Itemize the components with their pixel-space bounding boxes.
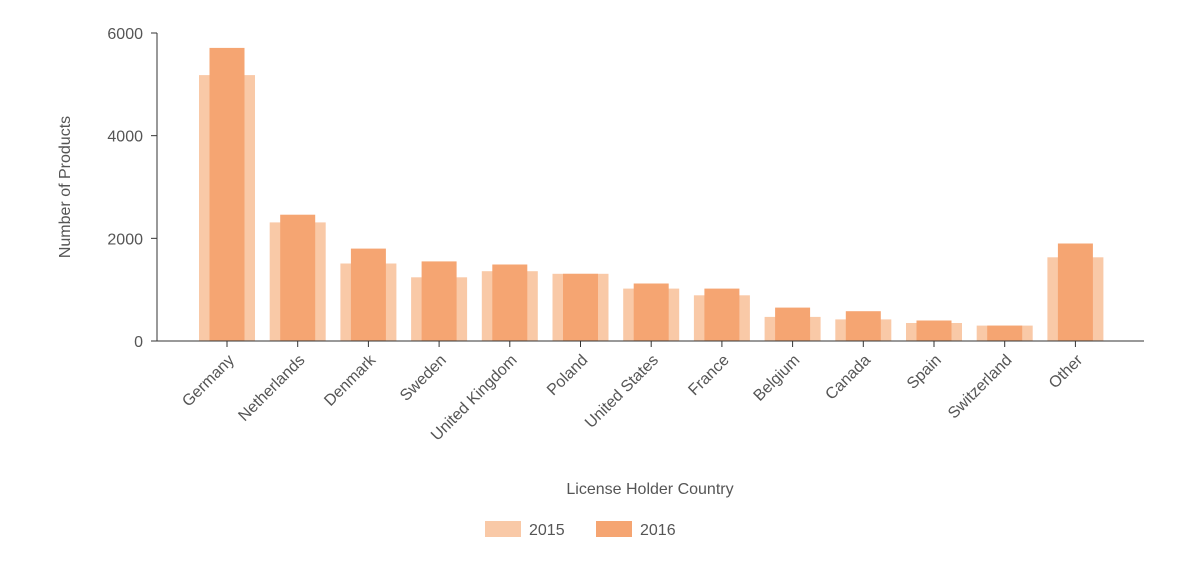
bar-2016-united-kingdom: [492, 264, 528, 341]
legend-label-2016: 2016: [640, 522, 676, 539]
x-tick-label: Denmark: [321, 351, 380, 410]
bar-2016-poland: [563, 273, 598, 341]
x-axis-title: License Holder Country: [566, 481, 733, 498]
legend: 2015 2016: [485, 521, 676, 539]
bar-2016-other: [1057, 243, 1093, 341]
x-tick-label: Poland: [544, 352, 591, 399]
bar-2016-united-states: [633, 283, 669, 341]
bar-2016-spain: [916, 320, 952, 341]
x-tick-label: Spain: [904, 352, 945, 393]
legend-swatch-2015: [485, 521, 521, 537]
bar-2016-denmark: [350, 248, 386, 341]
x-tick-label: Sweden: [397, 352, 450, 405]
y-tick-label: 4000: [107, 129, 143, 146]
series-2016-bars: [209, 47, 1093, 342]
legend-swatch-2016: [596, 521, 632, 537]
bar-2016-switzerland: [987, 325, 1023, 341]
x-tick-label: Netherlands: [235, 352, 308, 425]
bar-2016-germany: [209, 47, 245, 342]
y-axis-ticks: 0 2000 4000 6000: [107, 26, 157, 351]
x-tick-label: Other: [1046, 351, 1087, 392]
bar-2016-canada: [845, 311, 881, 341]
bar-2016-sweden: [421, 261, 457, 341]
x-tick-label: Germany: [179, 352, 238, 411]
y-tick-label: 0: [134, 334, 143, 351]
x-tick-label: United States: [582, 352, 662, 432]
bar-2016-belgium: [775, 307, 811, 341]
y-tick-label: 2000: [107, 231, 143, 248]
x-tick-label: France: [685, 352, 732, 399]
y-axis-title: Number of Products: [57, 116, 74, 258]
x-tick-label: Belgium: [751, 352, 804, 405]
bar-2016-france: [704, 288, 740, 341]
bar-2016-netherlands: [280, 214, 316, 341]
x-tick-label: Canada: [822, 352, 874, 404]
x-tick-label: Switzerland: [945, 352, 1016, 423]
y-tick-label: 6000: [107, 26, 143, 43]
legend-label-2015: 2015: [529, 522, 565, 539]
